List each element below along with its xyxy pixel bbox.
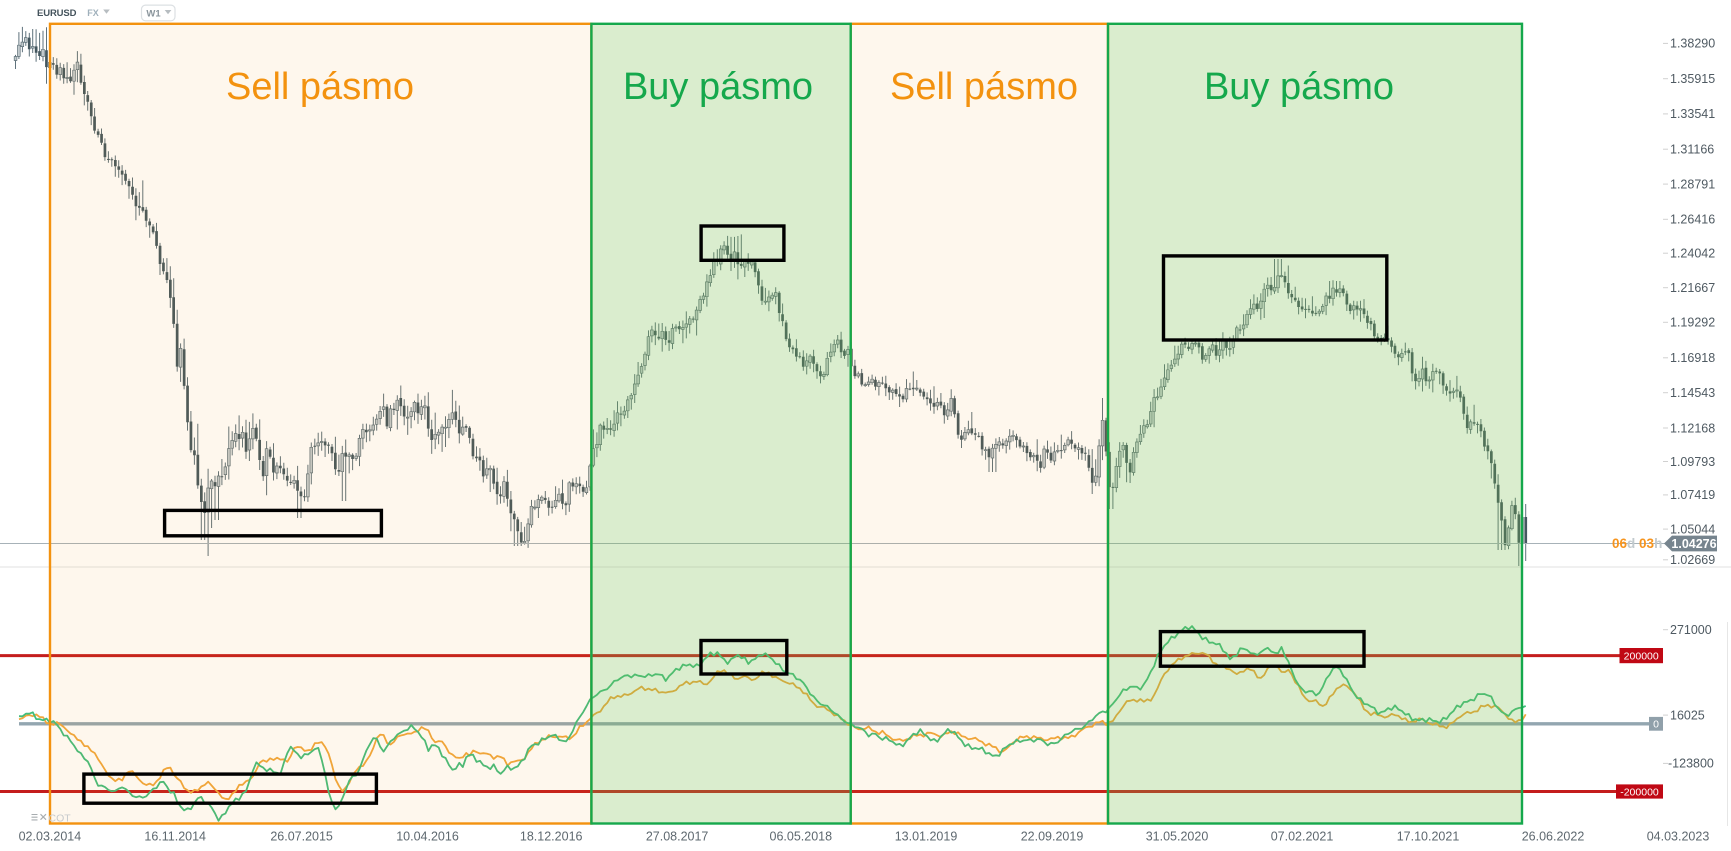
svg-text:16.11.2014: 16.11.2014: [144, 830, 206, 844]
svg-text:13.01.2019: 13.01.2019: [895, 830, 958, 844]
svg-text:06d 03h: 06d 03h: [1612, 536, 1662, 551]
svg-text:1.05044: 1.05044: [1670, 522, 1715, 536]
svg-text:1.19292: 1.19292: [1670, 316, 1715, 330]
svg-text:1.21667: 1.21667: [1670, 281, 1715, 295]
svg-text:1.09793: 1.09793: [1670, 455, 1715, 469]
svg-text:1.31166: 1.31166: [1670, 143, 1714, 157]
svg-text:Buy pásmo: Buy pásmo: [623, 66, 813, 108]
svg-text:10.04.2016: 10.04.2016: [396, 830, 459, 844]
svg-text:1.28791: 1.28791: [1670, 177, 1715, 191]
svg-text:31.05.2020: 31.05.2020: [1146, 830, 1209, 844]
svg-text:Sell pásmo: Sell pásmo: [226, 66, 414, 108]
svg-text:Buy pásmo: Buy pásmo: [1204, 66, 1394, 108]
svg-text:18.12.2016: 18.12.2016: [520, 830, 583, 844]
svg-text:EURUSD: EURUSD: [37, 8, 77, 19]
svg-text:1.38290: 1.38290: [1670, 37, 1715, 51]
svg-text:17.10.2021: 17.10.2021: [1397, 830, 1460, 844]
svg-text:271000: 271000: [1670, 623, 1712, 637]
svg-text:1.04276: 1.04276: [1671, 537, 1716, 551]
svg-text:07.02.2021: 07.02.2021: [1271, 830, 1334, 844]
svg-text:1.16918: 1.16918: [1670, 351, 1715, 365]
svg-text:1.07419: 1.07419: [1670, 488, 1715, 502]
svg-text:COT: COT: [49, 813, 72, 825]
svg-text:200000: 200000: [1624, 651, 1659, 663]
svg-text:06.05.2018: 06.05.2018: [770, 830, 833, 844]
svg-text:02.03.2014: 02.03.2014: [19, 830, 82, 844]
svg-text:22.09.2019: 22.09.2019: [1021, 830, 1084, 844]
svg-text:04.03.2023: 04.03.2023: [1647, 830, 1710, 844]
svg-text:1.35915: 1.35915: [1670, 72, 1715, 86]
svg-text:1.24042: 1.24042: [1670, 247, 1715, 261]
svg-text:-200000: -200000: [1620, 786, 1659, 798]
svg-text:26.07.2015: 26.07.2015: [270, 830, 333, 844]
svg-text:1.33541: 1.33541: [1670, 107, 1715, 121]
svg-text:27.08.2017: 27.08.2017: [646, 830, 709, 844]
svg-text:1.12168: 1.12168: [1670, 421, 1715, 435]
svg-text:1.26416: 1.26416: [1670, 213, 1715, 227]
svg-text:W1: W1: [146, 8, 161, 19]
svg-text:26.06.2022: 26.06.2022: [1522, 830, 1585, 844]
svg-text:1.02669: 1.02669: [1670, 553, 1715, 567]
svg-text:16025: 16025: [1670, 708, 1705, 722]
svg-text:-123800: -123800: [1668, 757, 1714, 771]
svg-text:Sell pásmo: Sell pásmo: [890, 66, 1078, 108]
svg-text:1.14543: 1.14543: [1670, 386, 1715, 400]
svg-text:FX: FX: [87, 8, 99, 18]
svg-text:0: 0: [1653, 719, 1659, 731]
